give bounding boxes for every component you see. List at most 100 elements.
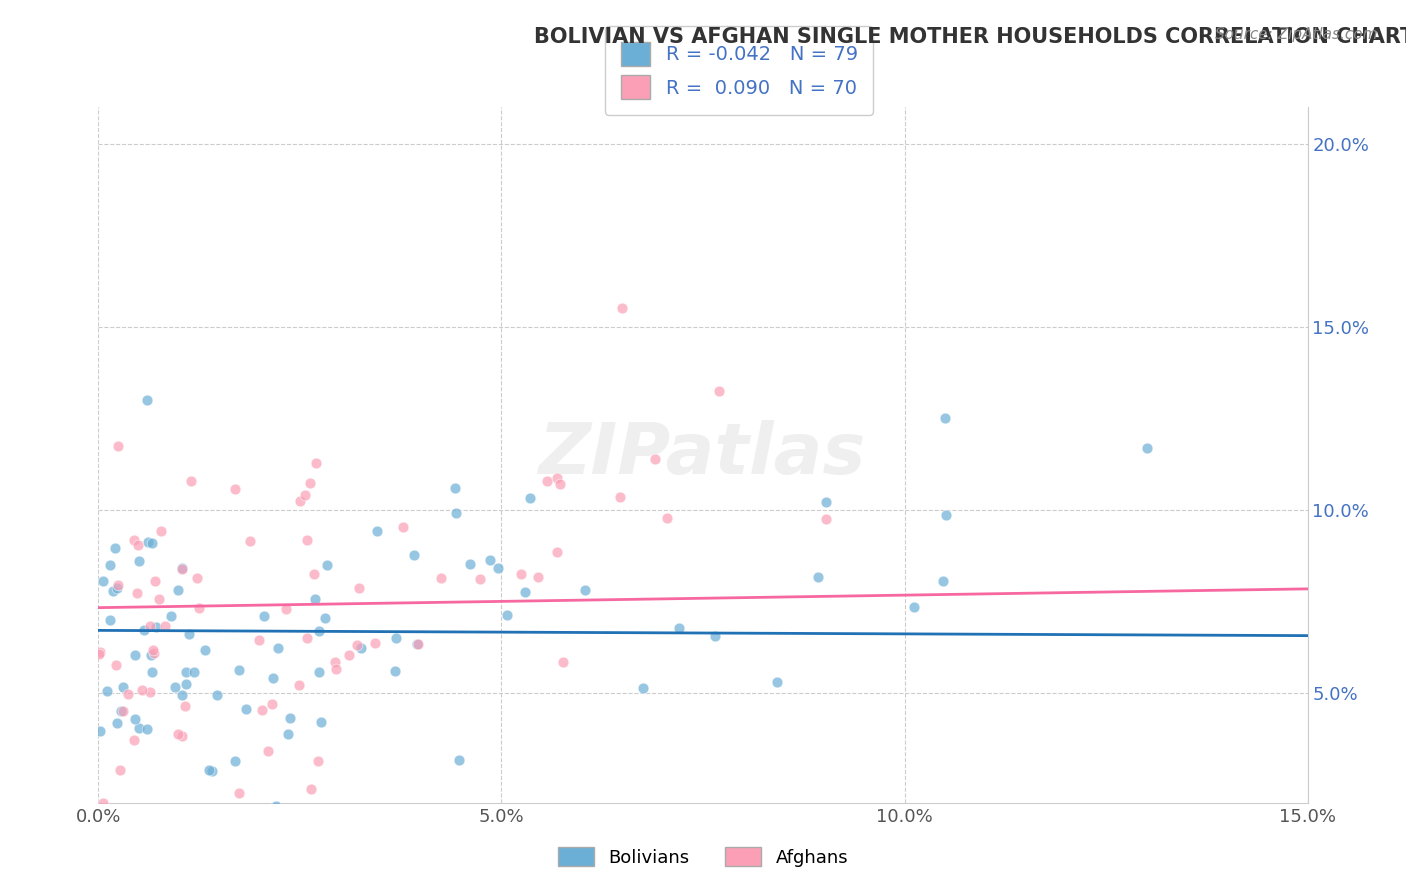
Point (228, 663, 250, 677)
Point (141, 665, 163, 679)
Point (290, 494, 312, 508)
Point (128, 554, 150, 568)
Point (108, 763, 131, 777)
Point (515, 584, 537, 599)
Point (349, 581, 371, 595)
Point (546, 544, 568, 558)
Point (364, 636, 387, 650)
Point (405, 637, 427, 651)
Point (138, 618, 160, 632)
Text: BOLIVIAN VS AFGHAN SINGLE MOTHER HOUSEHOLDS CORRELATION CHART: BOLIVIAN VS AFGHAN SINGLE MOTHER HOUSEHO… (534, 27, 1406, 46)
Point (166, 727, 188, 741)
Point (309, 715, 332, 730)
Point (170, 562, 193, 576)
Point (553, 655, 575, 669)
Point (644, 452, 666, 467)
Point (406, 637, 429, 651)
Point (174, 665, 197, 680)
Point (188, 600, 211, 615)
Point (527, 570, 550, 584)
Point (93, 574, 115, 588)
Point (170, 561, 193, 575)
Point (444, 506, 467, 520)
Point (118, 814, 141, 829)
Point (250, 702, 273, 716)
Point (449, 753, 471, 767)
Point (384, 665, 406, 679)
Point (256, 743, 278, 757)
Point (153, 619, 176, 633)
Point (479, 553, 502, 567)
Point (297, 631, 319, 645)
Point (111, 704, 134, 718)
Point (172, 730, 194, 744)
Point (93, 796, 115, 810)
Point (574, 582, 596, 597)
Point (612, 301, 634, 316)
Point (122, 533, 145, 547)
Point (197, 763, 219, 777)
Point (316, 558, 339, 573)
Point (308, 665, 330, 679)
Point (201, 764, 224, 778)
Point (288, 678, 311, 692)
Point (519, 491, 541, 505)
Point (105, 715, 128, 730)
Point (139, 684, 162, 698)
Point (160, 609, 183, 624)
Point (631, 681, 654, 695)
Point (107, 578, 129, 592)
Point (253, 609, 276, 624)
Legend: R = -0.042   N = 79, R =  0.090   N = 70: R = -0.042 N = 79, R = 0.090 N = 70 (606, 26, 873, 114)
Point (143, 574, 166, 589)
Point (704, 629, 727, 643)
Point (304, 591, 326, 606)
Point (132, 624, 155, 638)
Point (174, 699, 197, 714)
Point (297, 533, 319, 547)
Point (510, 566, 533, 581)
Point (385, 631, 408, 645)
Point (536, 474, 558, 488)
Point (707, 384, 730, 398)
Point (267, 640, 290, 655)
Point (112, 680, 135, 694)
Point (142, 643, 165, 657)
Point (183, 665, 205, 679)
Text: Source: ZipAtlas.com: Source: ZipAtlas.com (1215, 27, 1378, 42)
Point (228, 786, 250, 800)
Point (170, 688, 193, 702)
Point (180, 474, 202, 488)
Point (127, 538, 149, 552)
Point (117, 687, 139, 701)
Point (145, 620, 167, 634)
Point (122, 733, 145, 747)
Point (110, 704, 132, 718)
Point (366, 524, 388, 538)
Point (105, 657, 128, 672)
Legend: Bolivians, Afghans: Bolivians, Afghans (550, 840, 856, 874)
Point (163, 680, 186, 694)
Point (89, 647, 111, 661)
Point (278, 710, 301, 724)
Point (260, 697, 283, 711)
Point (323, 655, 346, 669)
Point (105, 581, 128, 595)
Point (128, 721, 150, 735)
Point (765, 674, 787, 689)
Point (131, 683, 153, 698)
Point (444, 481, 467, 495)
Point (392, 519, 415, 533)
Point (314, 610, 336, 624)
Point (167, 583, 190, 598)
Point (496, 607, 519, 622)
Point (89, 723, 111, 738)
Point (815, 495, 838, 509)
Point (304, 567, 326, 582)
Point (486, 560, 509, 574)
Point (350, 641, 373, 656)
Point (136, 392, 159, 407)
Point (141, 648, 163, 662)
Point (194, 643, 217, 657)
Point (104, 541, 127, 555)
